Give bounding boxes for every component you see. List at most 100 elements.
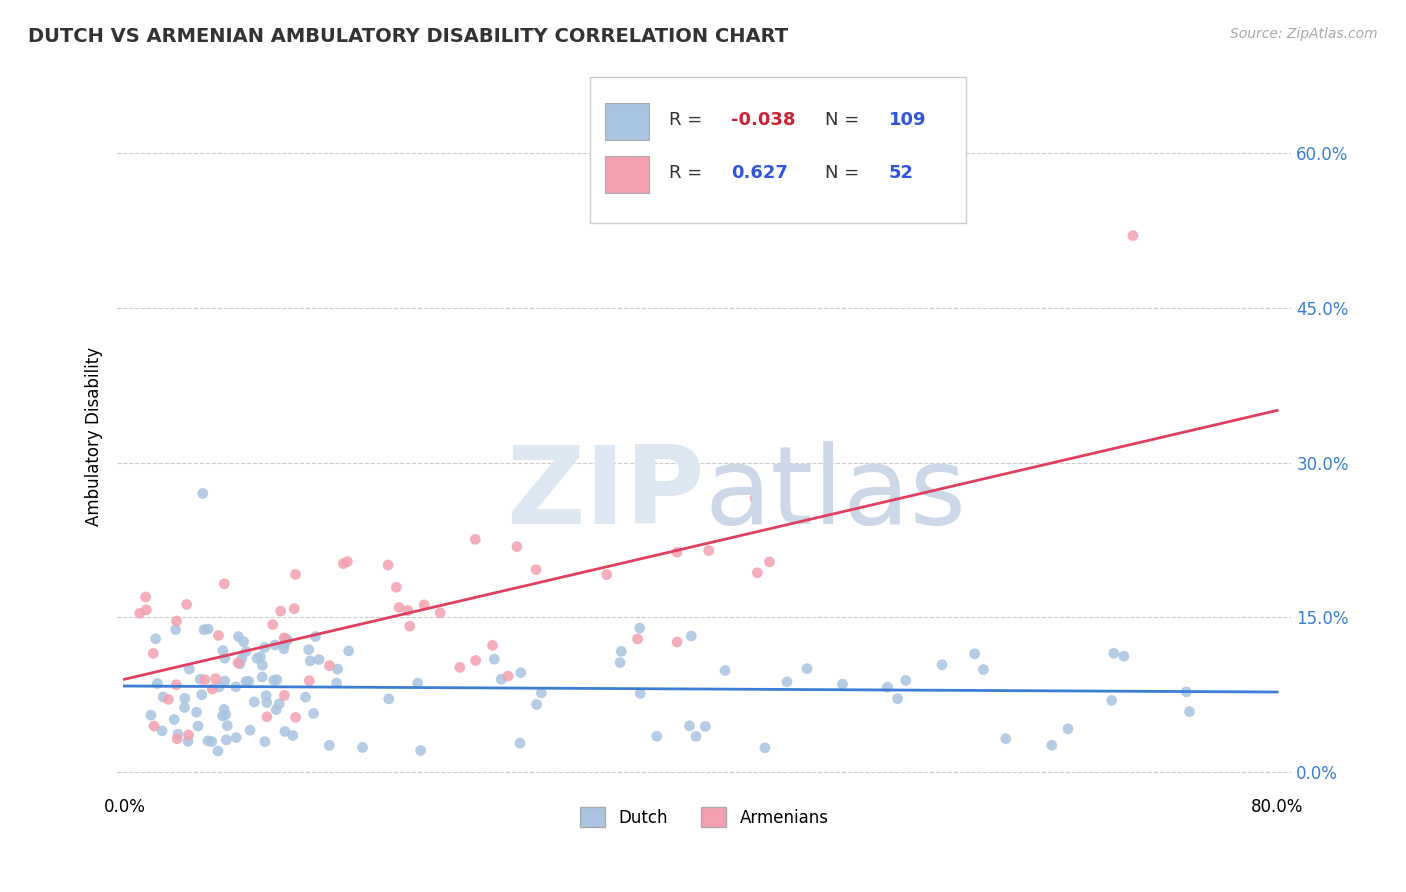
Point (481, 638, 503, 652)
Point (332, 557, 354, 571)
Point (217, 719, 239, 733)
Point (165, 623, 187, 637)
Point (283, 601, 305, 615)
Point (876, 680, 898, 694)
Point (754, 740, 776, 755)
Point (385, 580, 408, 594)
Point (1175, 685, 1198, 699)
Point (207, 628, 229, 642)
Point (377, 558, 399, 572)
Point (326, 662, 349, 676)
Point (150, 723, 173, 738)
Point (678, 719, 700, 733)
Point (262, 617, 284, 632)
Point (308, 652, 330, 666)
Point (139, 708, 162, 723)
Point (337, 644, 360, 658)
Point (273, 641, 295, 656)
Point (179, 662, 201, 676)
Point (273, 689, 295, 703)
Point (214, 673, 236, 688)
Legend: Dutch, Armenians: Dutch, Armenians (574, 800, 835, 834)
Point (173, 691, 195, 706)
Point (207, 744, 229, 758)
Point (152, 690, 174, 704)
Text: ZIP: ZIP (506, 441, 704, 547)
Point (776, 674, 799, 689)
Text: N =: N = (825, 164, 865, 182)
Point (628, 621, 651, 635)
Point (212, 643, 235, 657)
Point (201, 681, 224, 696)
Point (509, 736, 531, 750)
Text: R =: R = (669, 164, 709, 182)
Point (211, 709, 233, 723)
Point (524, 563, 547, 577)
Point (173, 700, 195, 714)
Point (284, 567, 307, 582)
Point (685, 729, 707, 743)
Point (596, 567, 619, 582)
Point (931, 657, 953, 672)
Point (197, 734, 219, 748)
Point (167, 727, 190, 741)
Text: 109: 109 (889, 111, 927, 129)
Point (191, 688, 214, 702)
Point (249, 649, 271, 664)
Point (831, 677, 853, 691)
Point (187, 719, 209, 733)
Point (166, 614, 188, 628)
Point (142, 719, 165, 733)
Point (398, 619, 420, 633)
Point (166, 731, 188, 746)
Point (1040, 739, 1063, 753)
Text: -0.038: -0.038 (731, 111, 796, 129)
Point (273, 631, 295, 645)
Point (135, 590, 157, 604)
Point (197, 622, 219, 636)
Point (406, 676, 429, 690)
Point (413, 598, 436, 612)
Point (491, 673, 513, 687)
Point (193, 623, 215, 637)
Point (214, 651, 236, 665)
Point (238, 674, 260, 689)
Point (270, 604, 292, 618)
Point (509, 665, 531, 680)
Point (994, 731, 1017, 746)
Point (294, 690, 316, 705)
Point (212, 702, 235, 716)
Text: atlas: atlas (704, 441, 966, 547)
FancyBboxPatch shape (605, 156, 650, 194)
Point (128, 607, 150, 621)
Point (496, 669, 519, 683)
Point (302, 706, 325, 721)
Point (269, 697, 291, 711)
Point (1122, 228, 1144, 243)
Point (1101, 693, 1123, 707)
Point (145, 632, 167, 646)
Point (204, 672, 226, 686)
Text: 0.627: 0.627 (731, 164, 789, 182)
Point (645, 729, 668, 743)
Point (1112, 649, 1135, 664)
Point (886, 691, 908, 706)
Point (894, 673, 917, 688)
Point (239, 723, 262, 738)
Point (695, 719, 717, 733)
Point (194, 673, 217, 687)
Point (201, 734, 224, 748)
Point (747, 566, 769, 580)
Point (352, 740, 374, 755)
Point (232, 634, 254, 648)
FancyBboxPatch shape (605, 103, 650, 140)
Point (378, 691, 401, 706)
Point (215, 707, 238, 722)
Point (253, 734, 276, 748)
Point (281, 729, 304, 743)
Point (298, 642, 321, 657)
Point (264, 638, 287, 652)
Point (228, 630, 250, 644)
Point (396, 603, 419, 617)
Point (157, 692, 180, 706)
